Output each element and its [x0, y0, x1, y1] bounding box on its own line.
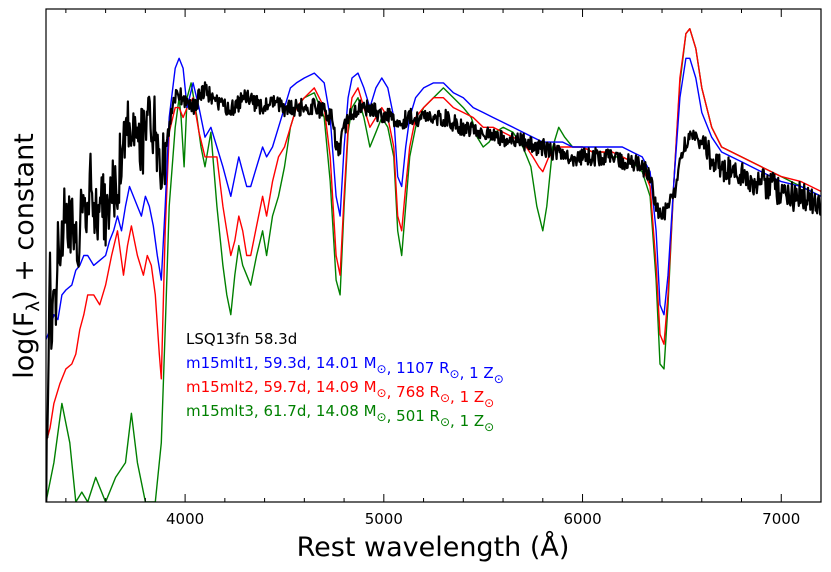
legend-text-part: LSQ13fn 58.3d	[186, 330, 297, 348]
x-ticks: 4000 5000 6000 7000	[65, 9, 822, 528]
legend-text-part: , 1 Z	[450, 412, 484, 430]
legend-text-part: , 1 Z	[450, 388, 484, 406]
y-axis-label-sub: λ	[23, 301, 44, 312]
legend-subscript: ⊙	[484, 420, 494, 434]
x-tick-label: 6000	[563, 510, 601, 528]
legend-text-part: , 1 Z	[460, 364, 494, 382]
x-tick-label: 4000	[166, 510, 204, 528]
legend-text-part: , 501 R	[387, 407, 440, 425]
legend-subscript: ⊙	[377, 410, 387, 424]
legend-text-part: , 768 R	[387, 383, 440, 401]
legend-text-part: m15mlt2, 59.7d, 14.09 M	[186, 378, 377, 396]
legend-subscript: ⊙	[440, 391, 450, 405]
x-tick-label: 7000	[762, 510, 800, 528]
legend-entry-m3: m15mlt3, 61.7d, 14.08 M⊙, 501 R⊙, 1 Z⊙	[186, 402, 494, 434]
x-tick-label: 5000	[365, 510, 403, 528]
legend-subscript: ⊙	[440, 415, 450, 429]
legend-subscript: ⊙	[377, 362, 387, 376]
series-layer	[46, 28, 821, 502]
legend-text-part: m15mlt3, 61.7d, 14.08 M	[186, 402, 377, 420]
legend-text-part: , 1107 R	[387, 359, 450, 377]
legend-entry-obs: LSQ13fn 58.3d	[186, 330, 297, 348]
series-line-lsq13fn-58-3d	[46, 81, 821, 502]
legend-entry-m2: m15mlt2, 59.7d, 14.09 M⊙, 768 R⊙, 1 Z⊙	[186, 378, 494, 410]
legend-subscript: ⊙	[484, 396, 494, 410]
legend-subscript: ⊙	[450, 367, 460, 381]
legend-subscript: ⊙	[494, 372, 504, 386]
y-axis-label: log(Fλ) + constant	[9, 133, 44, 379]
y-axis-label-main: log(F	[9, 312, 40, 379]
plot-frame	[45, 8, 822, 503]
legend-subscript: ⊙	[377, 386, 387, 400]
x-axis-label: Rest wavelength (Å)	[297, 531, 570, 563]
legend-entry-m1: m15mlt1, 59.3d, 14.01 M⊙, 1107 R⊙, 1 Z⊙	[186, 354, 504, 386]
legend-text-part: m15mlt1, 59.3d, 14.01 M	[186, 354, 377, 372]
y-axis-label-suffix: ) + constant	[9, 133, 40, 301]
